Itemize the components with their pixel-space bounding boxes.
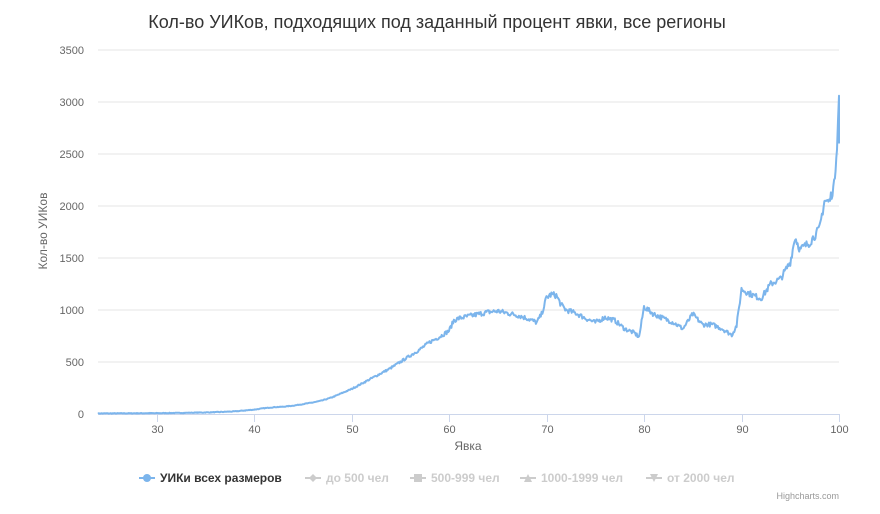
legend-label: от 2000 чел [667,471,735,485]
x-axis: 30 40 50 60 70 80 90 100 [98,414,849,436]
legend-label: 1000-1999 чел [541,471,623,485]
series-line[interactable] [97,94,840,415]
y-tick-label: 2500 [60,149,84,161]
y-tick-label: 3000 [60,97,84,109]
x-tick-label: 70 [541,424,553,436]
x-tick-label: 100 [830,424,848,436]
x-tick-label: 60 [443,424,455,436]
legend-triangle-marker [524,474,532,482]
y-tick-label: 0 [78,409,84,421]
legend-item[interactable]: 1000-1999 чел [520,471,623,485]
legend-item[interactable]: УИКи всех размеров [139,471,282,485]
x-tick-label: 50 [346,424,358,436]
y-axis-ticks: 0 500 1000 1500 2000 2500 3000 3500 [60,45,84,421]
legend-diamond-marker [309,474,317,482]
y-tick-label: 1000 [60,305,84,317]
legend-item[interactable]: 500-999 чел [410,471,500,485]
grid-lines [98,49,839,363]
x-tick-label: 30 [151,424,163,436]
legend-item[interactable]: от 2000 чел [646,471,735,485]
legend-square-marker [414,474,422,482]
x-tick-label: 90 [736,424,748,436]
legend-circle-marker [143,474,151,482]
legend-triangle-down-marker [650,474,658,482]
legend: УИКи всех размеров до 500 чел 500-999 чел 1… [139,471,735,485]
legend-label: 500-999 чел [431,471,500,485]
y-axis-title: Кол-во УИКов [36,193,50,270]
y-tick-label: 1500 [60,253,84,265]
x-axis-title: Явка [454,439,482,453]
legend-label: до 500 чел [326,471,389,485]
chart-title: Кол-во УИКов, подходящих под заданный пр… [148,12,726,32]
legend-label: УИКи всех размеров [160,471,282,485]
x-tick-label: 80 [638,424,650,436]
y-tick-label: 2000 [60,201,84,213]
y-tick-label: 3500 [60,45,84,57]
x-tick-label: 40 [248,424,260,436]
y-tick-label: 500 [66,357,84,369]
legend-item[interactable]: до 500 чел [305,471,389,485]
plot-area [97,94,840,415]
credits-link[interactable]: Highcharts.com [776,491,839,501]
